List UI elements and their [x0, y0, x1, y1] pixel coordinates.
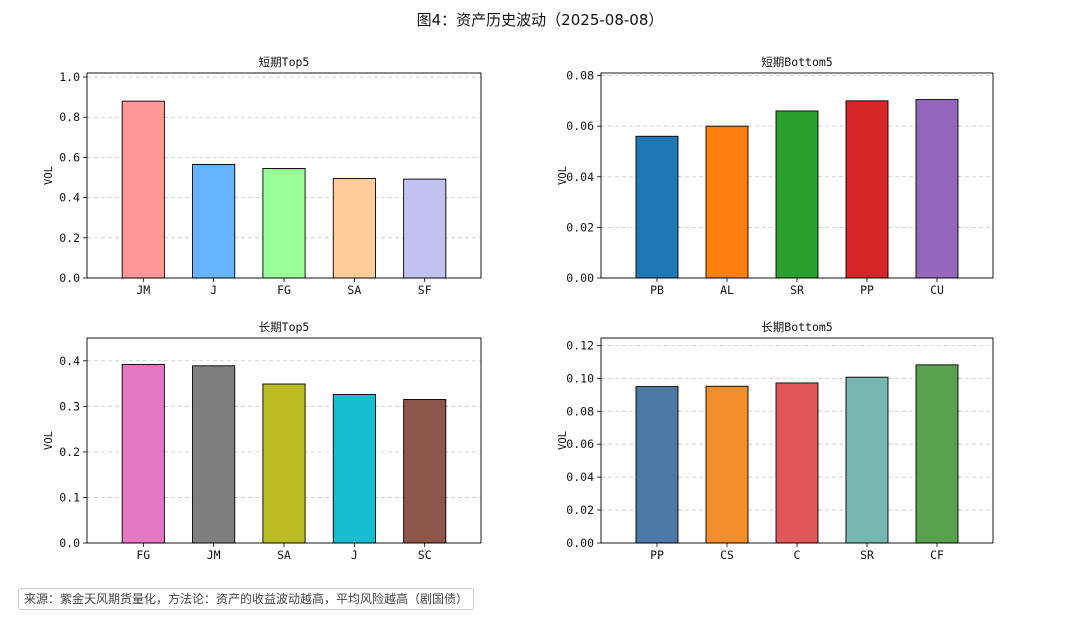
- bar: [121, 100, 165, 279]
- x-tick-label: CF: [930, 548, 944, 562]
- bar: [262, 383, 306, 544]
- y-tick-label: 0.2: [59, 231, 80, 245]
- y-tick-label: 0.06: [566, 437, 594, 451]
- y-tick-label: 0.8: [59, 110, 80, 124]
- x-tick-label: SR: [860, 548, 874, 562]
- bar: [192, 365, 236, 544]
- bar: [635, 135, 679, 279]
- bar: [403, 178, 447, 279]
- y-tick-label: 0.3: [59, 399, 80, 413]
- y-axis-label: VOL: [43, 431, 55, 450]
- bar: [705, 385, 749, 544]
- bar: [845, 376, 889, 544]
- y-tick-label: 0.06: [566, 119, 594, 133]
- bar: [915, 99, 959, 279]
- bar: [845, 100, 889, 279]
- y-tick-label: 0.12: [566, 338, 594, 352]
- y-tick-label: 0.4: [59, 354, 80, 368]
- bar: [403, 399, 447, 544]
- x-tick-label: SC: [418, 548, 432, 562]
- y-tick-label: 0.1: [59, 490, 80, 504]
- y-tick-label: 0.4: [59, 191, 80, 205]
- y-tick-label: 0.08: [566, 404, 594, 418]
- y-tick-label: 0.0: [59, 271, 80, 285]
- y-tick-label: 0.02: [566, 503, 594, 517]
- x-tick-label: CS: [720, 548, 734, 562]
- y-tick-label: 0.6: [59, 150, 80, 164]
- y-tick-label: 0.00: [566, 536, 594, 550]
- x-tick-label: SA: [347, 283, 361, 297]
- x-tick-label: SR: [790, 283, 804, 297]
- subplot-title: 长期Top5: [259, 320, 310, 334]
- x-tick-label: FG: [136, 548, 150, 562]
- bar: [262, 168, 306, 279]
- bar: [775, 382, 819, 544]
- bar: [332, 394, 376, 544]
- subplot-title: 长期Bottom5: [761, 320, 832, 334]
- x-tick-label: AL: [720, 283, 734, 297]
- axes-frame: [600, 337, 994, 544]
- x-tick-label: SF: [418, 283, 432, 297]
- subplot-title: 短期Bottom5: [761, 55, 832, 69]
- y-tick-label: 0.04: [566, 470, 594, 484]
- axes-frame: [86, 72, 482, 279]
- bar: [332, 178, 376, 279]
- bar: [775, 110, 819, 279]
- x-tick-label: SA: [277, 548, 291, 562]
- bar: [705, 125, 749, 279]
- y-tick-label: 1.0: [59, 70, 80, 84]
- figure-title: 图4：资产历史波动（2025-08-08）: [416, 11, 664, 29]
- y-tick-label: 0.00: [566, 271, 594, 285]
- x-tick-label: PP: [650, 548, 664, 562]
- subplot-title: 短期Top5: [259, 55, 310, 69]
- x-tick-label: PP: [860, 283, 874, 297]
- source-note: 来源：紫金天风期货量化，方法论：资产的收益波动越高，平均风险越高（剧国债）: [18, 588, 475, 610]
- x-tick-label: FG: [277, 283, 291, 297]
- x-tick-label: C: [794, 548, 801, 562]
- x-tick-label: CU: [930, 283, 944, 297]
- bar: [915, 364, 959, 544]
- x-tick-label: PB: [650, 283, 664, 297]
- y-axis-label: VOL: [557, 431, 569, 450]
- x-tick-label: J: [210, 283, 217, 297]
- bar: [192, 163, 236, 279]
- y-tick-label: 0.0: [59, 536, 80, 550]
- axes-frame: [86, 337, 482, 544]
- x-tick-label: J: [351, 548, 358, 562]
- axes-frame: [600, 72, 994, 279]
- y-axis-label: VOL: [43, 166, 55, 185]
- x-tick-label: JM: [136, 283, 150, 297]
- y-tick-label: 0.10: [566, 371, 594, 385]
- y-tick-label: 0.04: [566, 170, 594, 184]
- y-tick-label: 0.2: [59, 445, 80, 459]
- y-tick-label: 0.08: [566, 69, 594, 83]
- x-tick-label: JM: [207, 548, 221, 562]
- bar: [121, 363, 165, 544]
- y-axis-label: VOL: [557, 166, 569, 185]
- bar: [635, 386, 679, 544]
- y-tick-label: 0.02: [566, 220, 594, 234]
